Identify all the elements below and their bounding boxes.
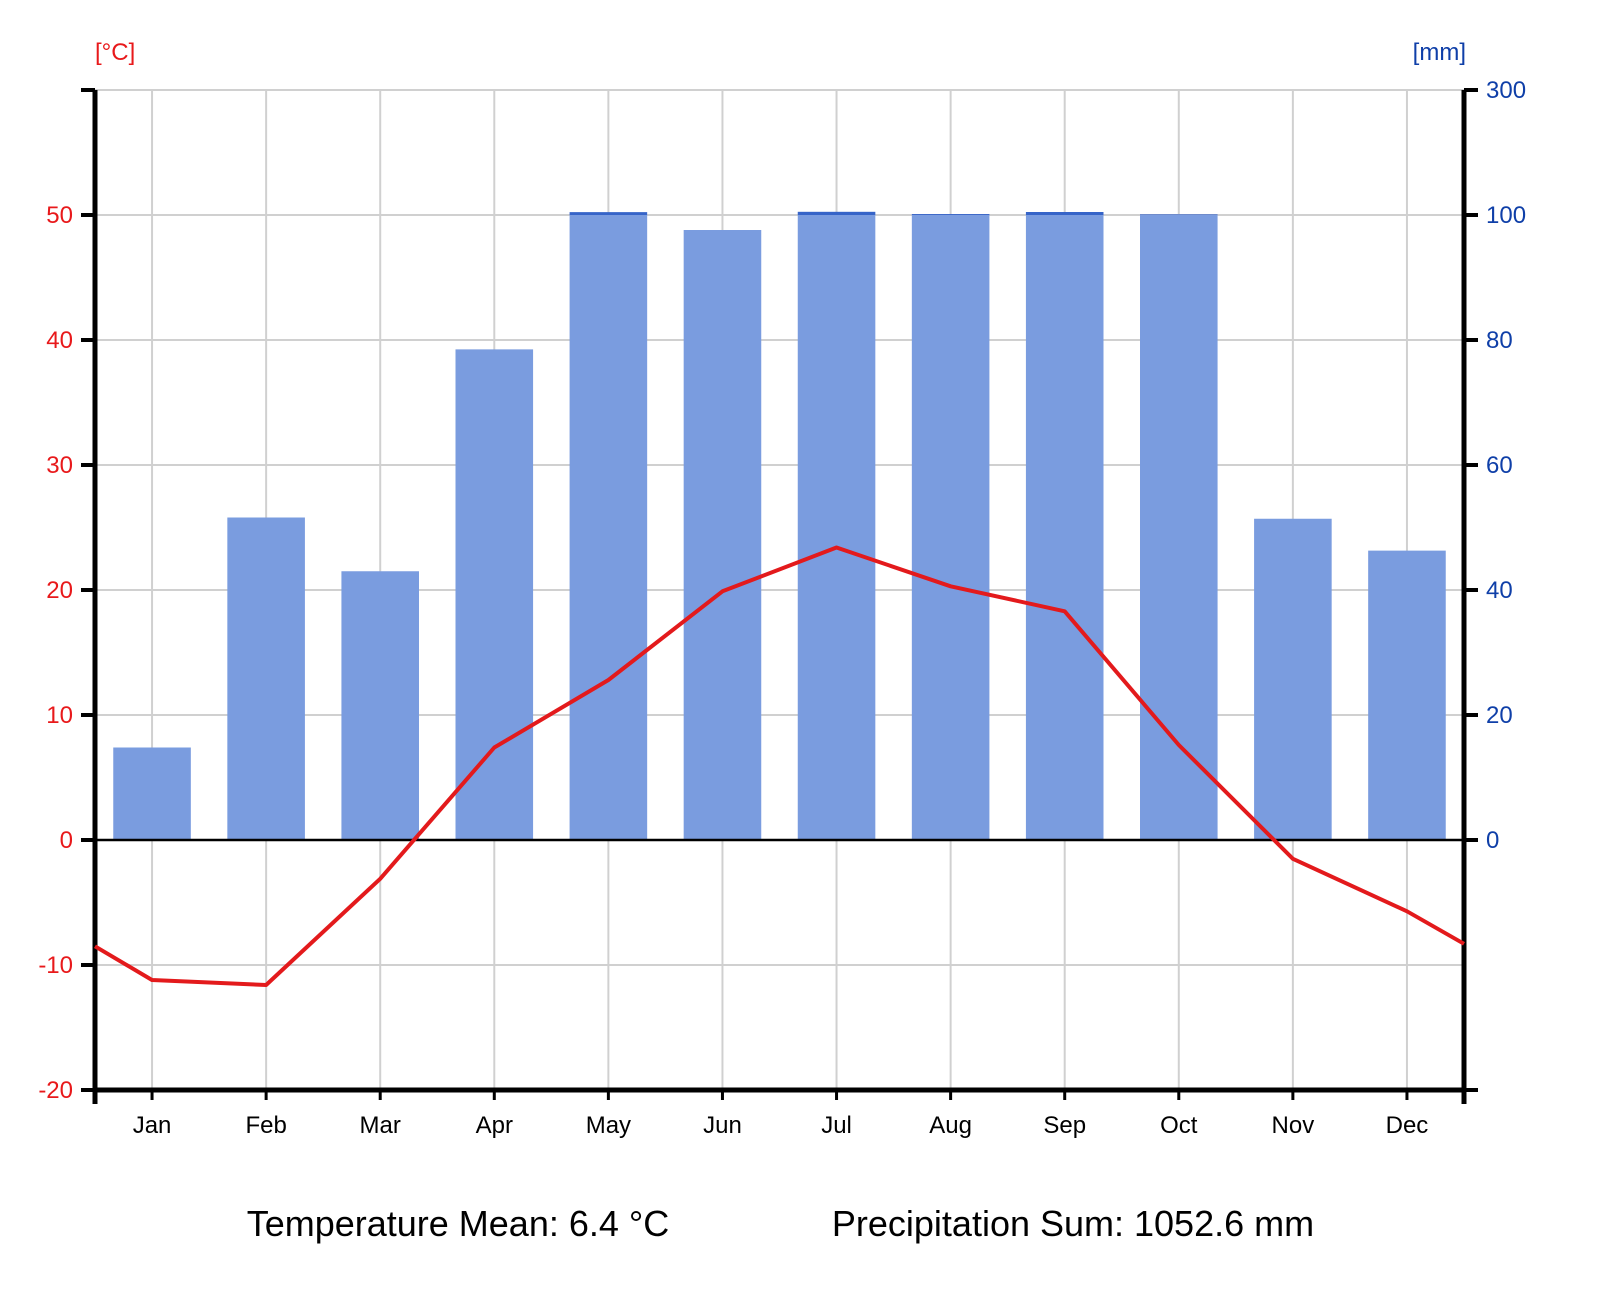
- right-axis-tick-labels: 0 20 40 60 80 100 300: [1486, 77, 1526, 854]
- temperature-line-group: [93, 545, 1465, 987]
- month-label-feb: Feb: [245, 1112, 286, 1139]
- precip-bar-dec: [1368, 550, 1446, 840]
- precip-bar-oct: [1140, 215, 1218, 840]
- precip-bar-nov: [1254, 518, 1332, 840]
- precipitation-sum: Precipitation Sum: 1052.6 mm: [832, 1203, 1314, 1244]
- precip-bar-excess-oct: [1140, 214, 1218, 215]
- right-tick-label: 40: [1486, 577, 1513, 604]
- precip-bar-sep: [1025, 215, 1104, 840]
- month-label-aug: Aug: [929, 1112, 972, 1139]
- precip-bar-excess-jul: [797, 211, 876, 215]
- precip-bar-excess-may: [569, 212, 648, 215]
- precip-bar-excess-aug: [911, 214, 990, 215]
- precip-bar-jan: [113, 747, 191, 840]
- month-label-mar: Mar: [360, 1112, 401, 1139]
- month-label-jul: Jul: [821, 1112, 852, 1139]
- right-tick-label: 60: [1486, 452, 1513, 479]
- right-tick-label: 0: [1486, 827, 1499, 854]
- left-tick-label: 10: [46, 702, 73, 729]
- precip-bar-feb: [227, 517, 305, 840]
- left-axis-unit: [°C]: [95, 39, 135, 66]
- axes: [81, 88, 1478, 1104]
- left-tick-label: 20: [46, 577, 73, 604]
- precip-bar-jul: [797, 215, 876, 840]
- month-label-oct: Oct: [1160, 1112, 1198, 1139]
- month-label-nov: Nov: [1272, 1112, 1315, 1139]
- right-tick-label: 300: [1486, 77, 1526, 104]
- precip-bar-may: [569, 215, 648, 840]
- right-tick-label: 80: [1486, 327, 1513, 354]
- precip-bar-aug: [911, 215, 990, 840]
- precip-bar-apr: [455, 349, 534, 840]
- month-label-dec: Dec: [1386, 1112, 1429, 1139]
- left-tick-label: 50: [46, 202, 73, 229]
- left-tick-label: 40: [46, 327, 73, 354]
- precip-bar-mar: [341, 571, 419, 840]
- left-tick-label: -10: [38, 952, 73, 979]
- right-tick-label: 100: [1486, 202, 1526, 229]
- left-tick-label: 0: [60, 827, 73, 854]
- month-label-jan: Jan: [133, 1112, 172, 1139]
- month-label-may: May: [586, 1112, 631, 1139]
- month-label-jun: Jun: [703, 1112, 742, 1139]
- month-label-apr: Apr: [476, 1112, 513, 1139]
- precip-bar-excess-sep: [1025, 212, 1104, 215]
- right-axis-unit: [mm]: [1413, 39, 1466, 66]
- precipitation-bars: [113, 211, 1446, 840]
- left-axis-tick-labels: -20 -10 0 10 20 30 40 50: [38, 202, 73, 1104]
- left-tick-label: -20: [38, 1077, 73, 1104]
- right-tick-label: 20: [1486, 702, 1513, 729]
- month-labels: Jan Feb Mar Apr May Jun Jul Aug Sep Oct Nov Dec: [133, 1112, 1429, 1139]
- temperature-mean: Temperature Mean: 6.4 °C: [247, 1203, 670, 1244]
- left-tick-label: 30: [46, 452, 73, 479]
- temperature-line: [93, 545, 1465, 987]
- precip-bar-jun: [683, 230, 762, 840]
- month-label-sep: Sep: [1043, 1112, 1086, 1139]
